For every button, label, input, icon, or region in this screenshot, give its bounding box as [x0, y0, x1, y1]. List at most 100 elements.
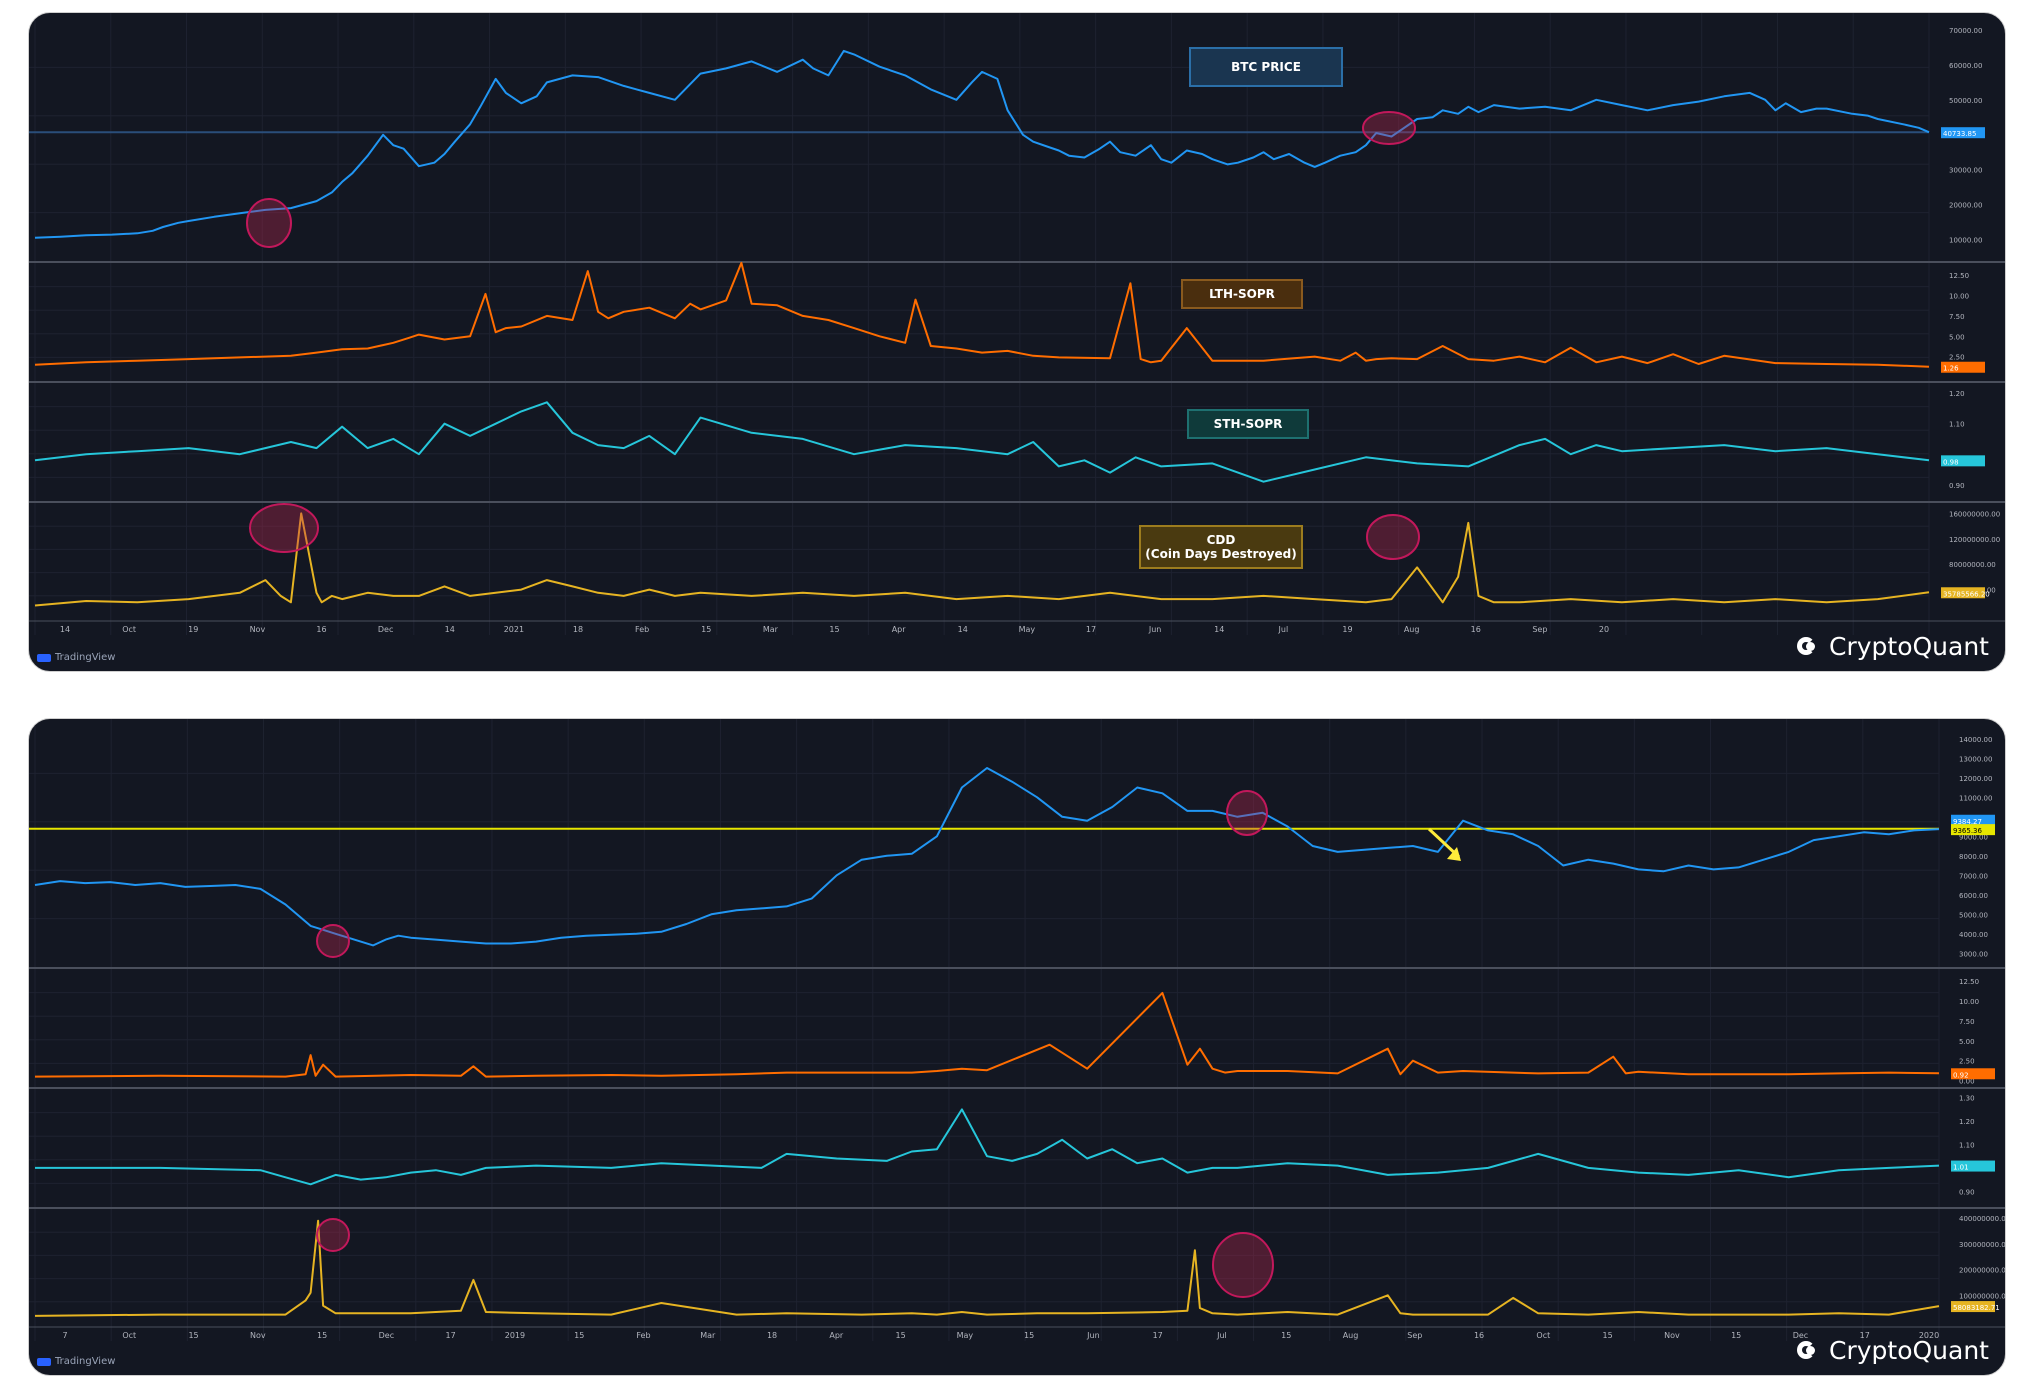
cryptoquant-logo: CryptoQuant [1797, 1336, 1989, 1365]
x-tick-label: May [1019, 625, 1036, 634]
x-tick-label: 15 [1731, 1331, 1741, 1340]
last-value-text: 58083182.71 [1953, 1304, 2000, 1312]
x-tick-label: Feb [636, 1331, 650, 1340]
y-tick-label: 1.20 [1949, 390, 1965, 398]
y-tick-label: 4000.00 [1959, 931, 1988, 939]
y-tick-label: 2.50 [1949, 354, 1965, 362]
series-line-sth-sopr [34, 401, 1930, 483]
y-tick-label: 10000.00 [1949, 237, 1982, 245]
y-tick-label: 1.30 [1959, 1095, 1975, 1103]
last-value-tag [1951, 1160, 1995, 1172]
y-tick-label: 5.00 [1949, 333, 1965, 341]
x-tick-label: Jul [1216, 1331, 1227, 1340]
y-tick-label: 10.00 [1959, 998, 1979, 1006]
x-tick-label: 15 [895, 1331, 905, 1340]
y-tick-label: 200000000.00 [1959, 1267, 2005, 1275]
x-tick-label: 17 [1860, 1331, 1870, 1340]
x-tick-label: 2019 [505, 1331, 525, 1340]
y-tick-label: 2.50 [1959, 1058, 1975, 1066]
highlight-circle [1226, 790, 1268, 836]
last-value-text: 0.98 [1943, 458, 1959, 466]
y-tick-label: 100000000.00 [1959, 1292, 2005, 1300]
last-value-tag [1941, 455, 1985, 467]
y-tick-label: 300000000.00 [1959, 1241, 2005, 1249]
x-tick-label: Nov [250, 625, 266, 634]
x-tick-label: 15 [829, 625, 839, 634]
y-tick-label: 12.50 [1949, 272, 1969, 280]
x-tick-label: Sep [1407, 1331, 1422, 1340]
x-tick-label: 14 [60, 625, 70, 634]
last-value-tag [1941, 587, 1985, 599]
y-tick-label: 7000.00 [1959, 872, 1988, 880]
chart-card-2019: 14000.0013000.0012000.0011000.0010000.00… [28, 718, 2006, 1376]
x-tick-label: 2020 [1919, 1331, 1939, 1340]
x-tick-label: Jul [1278, 625, 1289, 634]
x-tick-label: 18 [767, 1331, 777, 1340]
y-tick-label: 5.00 [1959, 1038, 1975, 1046]
cryptoquant-logo-icon [1797, 1340, 1823, 1362]
y-tick-label: 12.50 [1959, 978, 1979, 986]
x-tick-label: 18 [573, 625, 583, 634]
y-tick-label: 400000000.00 [1959, 1215, 2005, 1223]
x-tick-label: Apr [829, 1331, 844, 1340]
x-tick-label: 15 [701, 625, 711, 634]
x-tick-label: Nov [250, 1331, 266, 1340]
x-tick-label: Oct [122, 1331, 136, 1340]
x-tick-label: 15 [1281, 1331, 1291, 1340]
x-tick-label: Mar [700, 1331, 716, 1340]
tradingview-logo-icon [37, 1357, 51, 1366]
btc-price-label: BTC PRICE [1189, 47, 1343, 87]
x-tick-label: Aug [1343, 1331, 1359, 1340]
last-value-text: 35785566.20 [1943, 590, 1990, 598]
x-tick-label: 14 [1214, 625, 1224, 634]
x-tick-label: 7 [62, 1331, 67, 1340]
highlight-circle [1212, 1232, 1274, 1298]
x-tick-label: 17 [446, 1331, 456, 1340]
x-tick-label: 14 [958, 625, 968, 634]
y-tick-label: 60000.00 [1949, 62, 1982, 70]
y-tick-label: 70000.00 [1949, 27, 1982, 35]
series-line-lth-sopr [34, 261, 1930, 368]
x-tick-label: 2021 [504, 625, 524, 634]
x-tick-label: Oct [122, 625, 136, 634]
last-value-tag [1951, 1068, 1995, 1080]
x-tick-label: 16 [316, 625, 326, 634]
x-tick-label: Jun [1148, 625, 1162, 634]
last-value-text: 0.92 [1953, 1071, 1969, 1079]
x-tick-label: 15 [1024, 1331, 1034, 1340]
last-value-text: 1.01 [1953, 1164, 1969, 1172]
highlight-circle [249, 503, 319, 553]
y-tick-label: 13000.00 [1959, 755, 1992, 763]
x-tick-label: 20 [1599, 625, 1609, 634]
y-tick-label: 5000.00 [1959, 911, 1988, 919]
series-line-btc-price [34, 49, 1930, 239]
x-tick-label: Sep [1532, 625, 1547, 634]
x-tick-label: 14 [445, 625, 455, 634]
x-tick-label: Dec [379, 1331, 394, 1340]
x-tick-label: 17 [1086, 625, 1096, 634]
y-tick-label: 120000000.00 [1949, 536, 2000, 544]
last-value-text: 40733.85 [1943, 130, 1976, 138]
y-tick-label: 80000000.00 [1949, 561, 1996, 569]
cryptoquant-logo: CryptoQuant [1797, 632, 1989, 661]
chart-svg-2021: 70000.0060000.0050000.0040000.0030000.00… [29, 13, 2005, 635]
highlight-circle [1362, 111, 1416, 145]
hline-value-tag [1951, 814, 1995, 826]
x-tick-label: Feb [635, 625, 649, 634]
series-line-lth-sopr [34, 991, 1940, 1078]
y-tick-label: 1.10 [1959, 1141, 1975, 1149]
x-tick-label: 15 [1603, 1331, 1613, 1340]
last-value-tag [1951, 1301, 1995, 1313]
y-tick-label: 12000.00 [1959, 775, 1992, 783]
x-tick-label: 19 [1342, 625, 1352, 634]
last-value-text: 9365.36 [1953, 827, 1982, 835]
tradingview-watermark: TradingView [37, 1356, 115, 1367]
x-tick-label: Jun [1086, 1331, 1100, 1340]
y-tick-label: 20000.00 [1949, 202, 1982, 210]
y-tick-label: 1.20 [1959, 1118, 1975, 1126]
series-line-cdd [34, 1219, 1940, 1317]
x-tick-label: 16 [1474, 1331, 1484, 1340]
x-tick-label: 16 [1471, 625, 1481, 634]
y-tick-label: 9000.00 [1959, 833, 1988, 841]
y-tick-label: 50000.00 [1949, 97, 1982, 105]
